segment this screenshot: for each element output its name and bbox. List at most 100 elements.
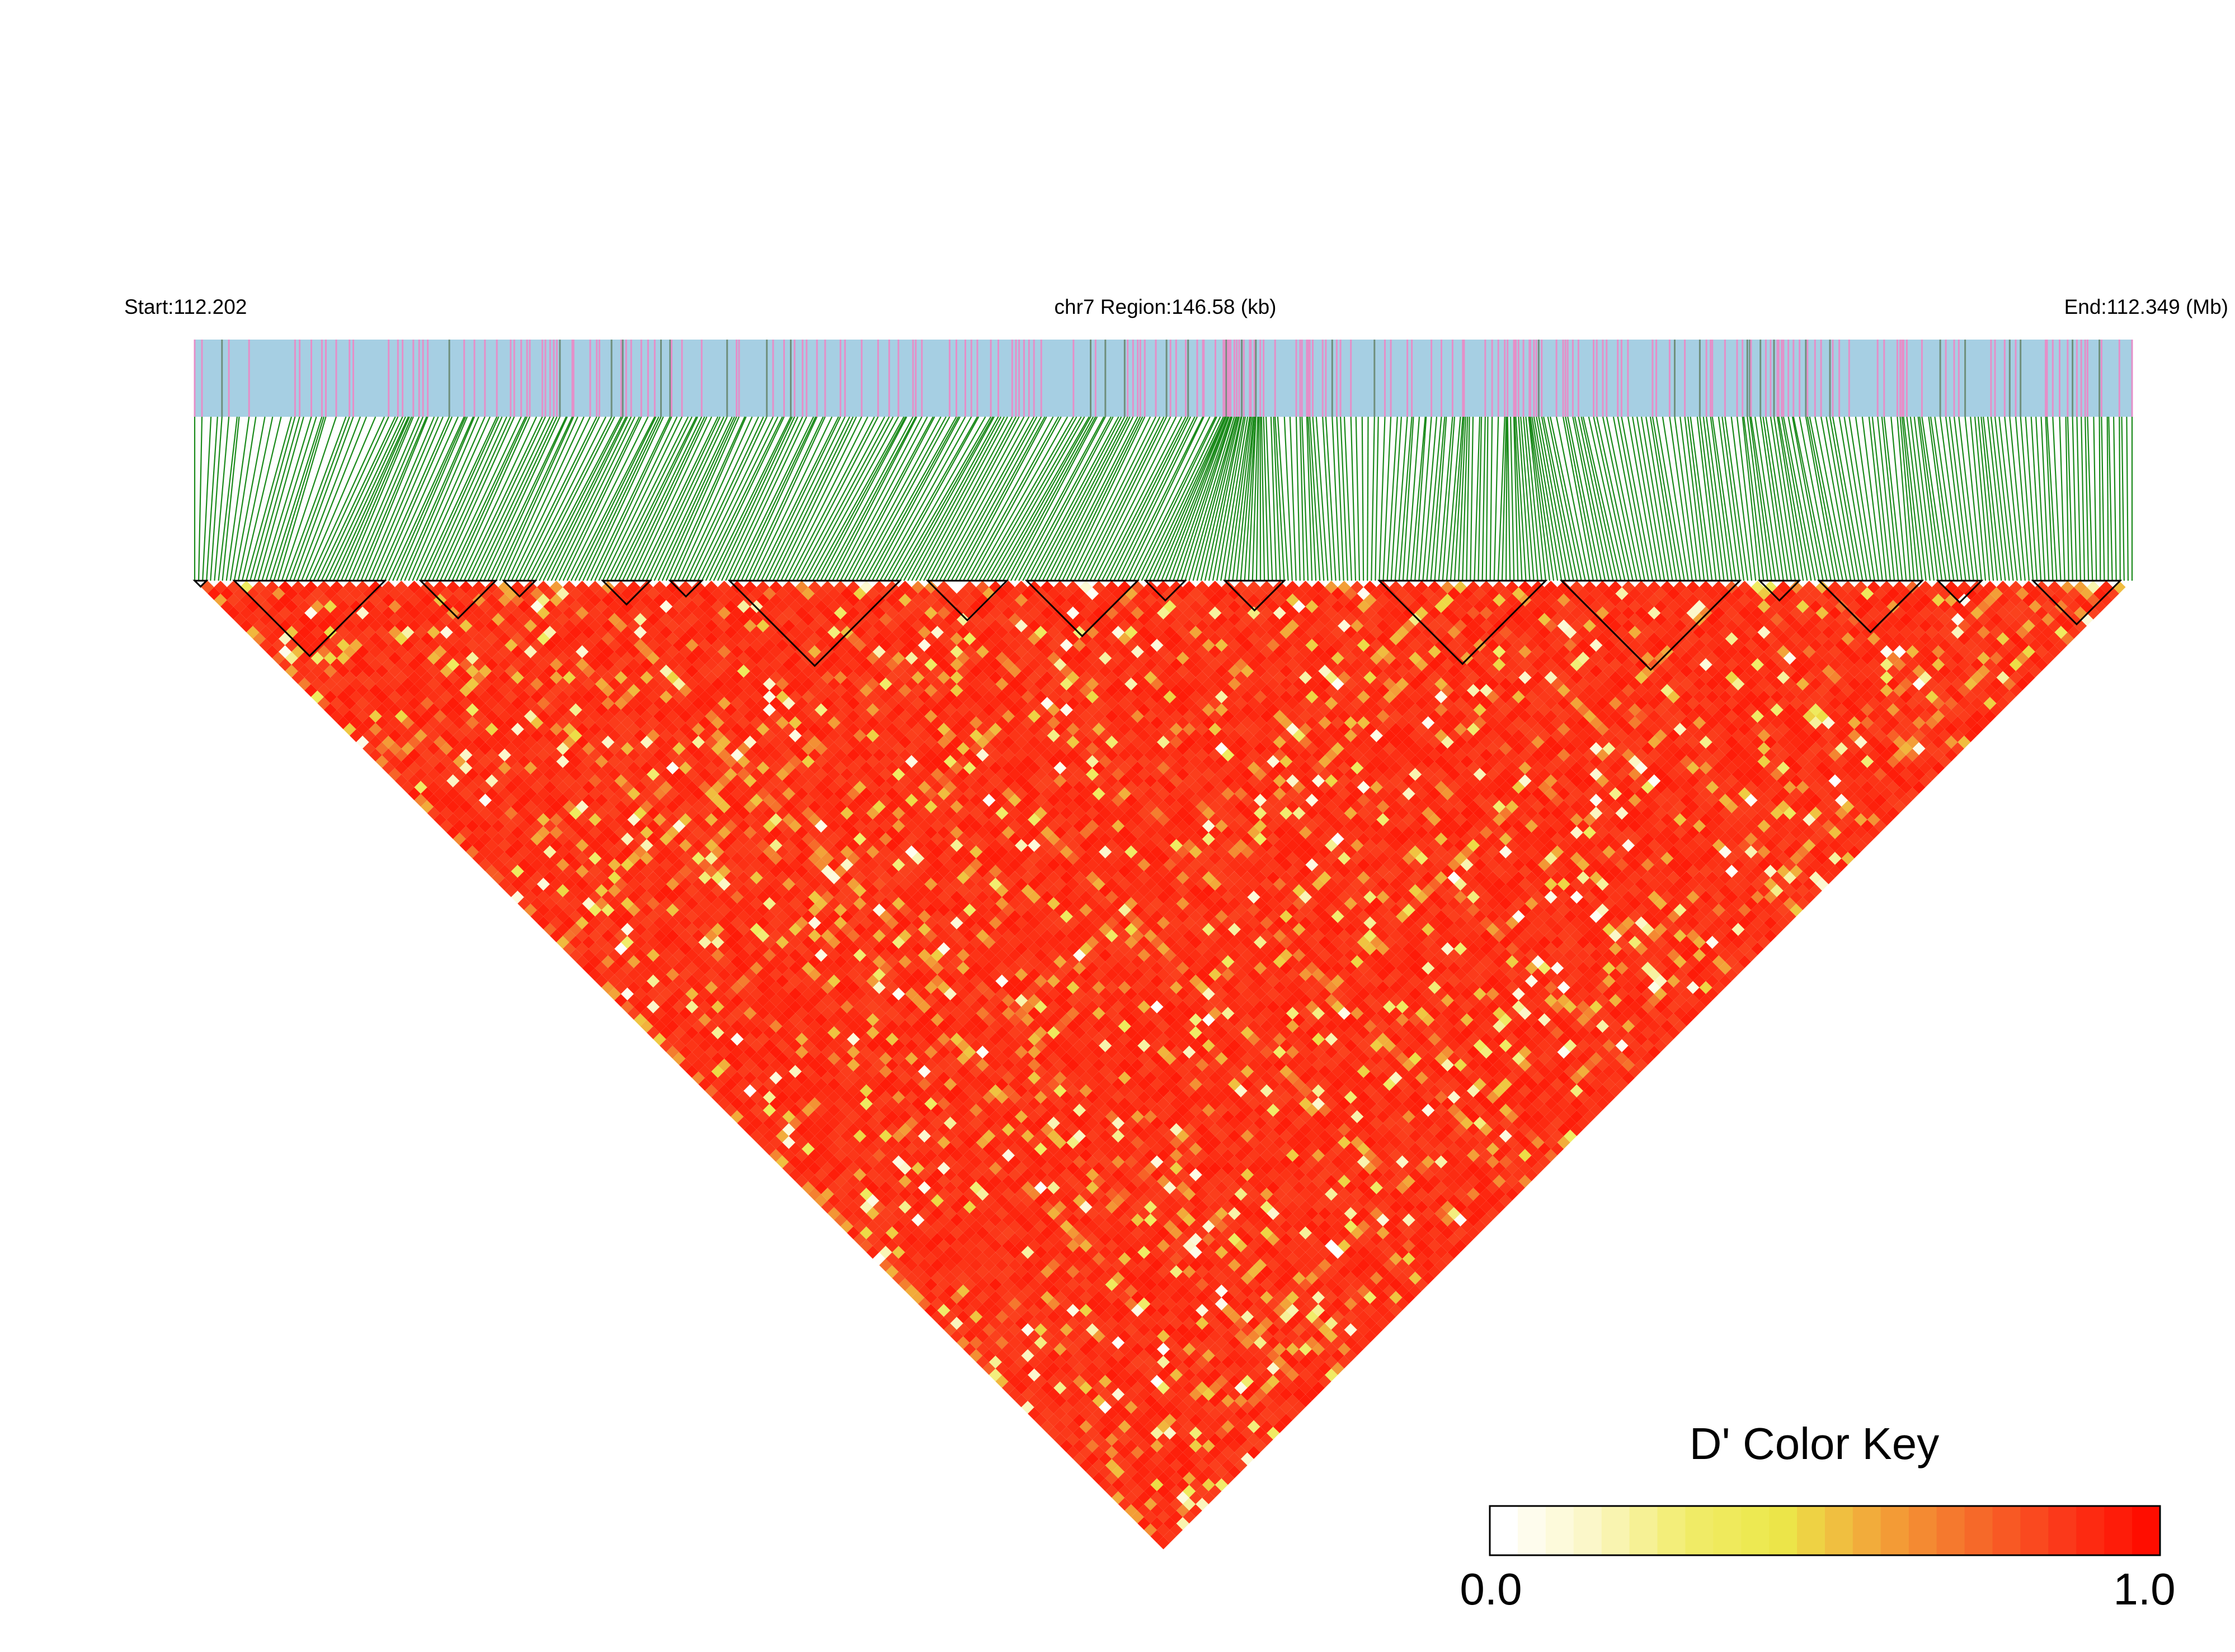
ld-cell: [653, 1019, 666, 1033]
snp-connector-line: [1890, 416, 1907, 581]
ld-cell: [517, 871, 531, 884]
snp-connector-line: [606, 416, 689, 581]
snp-connector-line: [1164, 416, 1229, 581]
ld-cell: [1034, 1375, 1047, 1388]
snp-connector-line: [2121, 416, 2125, 581]
ld-cell: [356, 696, 369, 710]
ld-cell: [414, 755, 427, 768]
ld-cell: [1060, 1427, 1073, 1440]
snp-connector-line: [1394, 416, 1408, 581]
ld-cell: [485, 826, 498, 839]
ld-cell: [350, 690, 363, 704]
ld-cell: [337, 690, 350, 704]
snp-connector-line: [1430, 416, 1446, 581]
snp-connector-line: [566, 416, 649, 581]
snp-connector-line: [1340, 416, 1348, 581]
ld-cell: [724, 1104, 737, 1117]
snp-connector-line: [697, 416, 779, 581]
snp-connector-line: [2030, 416, 2042, 581]
ld-cell: [756, 1110, 770, 1123]
ld-cell: [924, 1278, 938, 1291]
snp-connector-line: [1754, 416, 1780, 581]
snp-connector-line: [1958, 416, 1978, 581]
snp-connector-line: [578, 416, 660, 581]
ld-cell: [608, 975, 621, 988]
snp-connector-line: [1533, 416, 1563, 581]
snp-connector-line: [404, 416, 476, 581]
ld-cell: [679, 1058, 692, 1072]
ld-cell: [524, 851, 537, 865]
ld-cell: [492, 845, 505, 859]
snp-connector-line: [994, 416, 1090, 581]
ld-cell: [1041, 1420, 1054, 1433]
ld-cell: [298, 665, 311, 678]
snp-connector-line: [1640, 416, 1669, 581]
snp-connector-line: [1442, 416, 1456, 581]
ld-cell: [446, 774, 460, 788]
ld-cell: [911, 1265, 925, 1278]
ld-cell: [789, 1129, 802, 1143]
ld-cell: [633, 987, 647, 1001]
snp-connector-line: [1711, 416, 1737, 581]
snp-connector-line: [618, 416, 698, 581]
ld-cell: [498, 864, 511, 878]
snp-connector-line: [1331, 416, 1340, 581]
snp-connector-line: [535, 416, 622, 581]
snp-connector-line: [376, 416, 450, 581]
ld-cell: [549, 891, 563, 904]
snp-connector-line: [717, 416, 796, 581]
ld-cell: [731, 1084, 744, 1098]
ld-cell: [640, 1006, 653, 1020]
snp-connector-line: [1375, 416, 1379, 581]
ld-cell: [492, 832, 505, 846]
ld-cell: [291, 645, 305, 658]
ld-cell: [640, 981, 653, 994]
ld-cell: [317, 671, 331, 684]
snp-connector-line: [832, 416, 917, 581]
snp-connector-line: [709, 416, 792, 581]
ld-cell: [363, 716, 376, 729]
snp-connector-line: [1848, 416, 1875, 581]
ld-cell: [647, 987, 660, 1001]
snp-connector-line: [824, 416, 914, 581]
snp-connector-line: [1081, 416, 1165, 581]
snp-connector-line: [1612, 416, 1645, 581]
ld-cell: [995, 1375, 1009, 1388]
snp-connector-line: [1224, 416, 1250, 581]
ld-cell: [698, 1077, 712, 1091]
ld-cell: [691, 1058, 705, 1072]
ld-cell: [453, 820, 466, 833]
ld-cell: [323, 652, 337, 665]
snp-connector-line: [558, 416, 640, 581]
snp-connector-line: [1121, 416, 1204, 581]
snp-connector-line: [1089, 416, 1171, 581]
ld-cell: [724, 1090, 737, 1104]
ld-cell: [620, 1000, 634, 1014]
snp-connector-line: [1530, 416, 1555, 581]
snp-connector-line: [1265, 416, 1273, 581]
ld-cell: [208, 587, 221, 600]
ld-cell: [595, 935, 608, 949]
ld-cell: [304, 671, 318, 684]
ld-cell: [427, 780, 440, 794]
ld-cell: [963, 1343, 976, 1356]
snp-connector-line: [503, 416, 578, 581]
ld-cell: [944, 1284, 957, 1298]
ld-cell: [343, 671, 356, 684]
snp-connector-line: [1180, 416, 1233, 581]
ld-cell: [886, 1252, 899, 1265]
snp-connector-line: [1184, 416, 1235, 581]
ld-cell: [505, 832, 518, 846]
ld-cell: [1072, 1414, 1086, 1427]
ld-cell: [750, 1129, 763, 1143]
snp-connector-line: [1208, 416, 1243, 581]
snp-connector-line: [554, 416, 636, 581]
ld-cell: [834, 1201, 847, 1214]
ld-cell: [744, 1123, 757, 1136]
ld-cell: [537, 903, 550, 917]
ld-cell: [1176, 1517, 1189, 1530]
ld-cell: [576, 942, 589, 956]
ld-cell: [394, 761, 408, 775]
ld-cell: [252, 581, 266, 594]
snp-connector-line: [440, 416, 515, 581]
